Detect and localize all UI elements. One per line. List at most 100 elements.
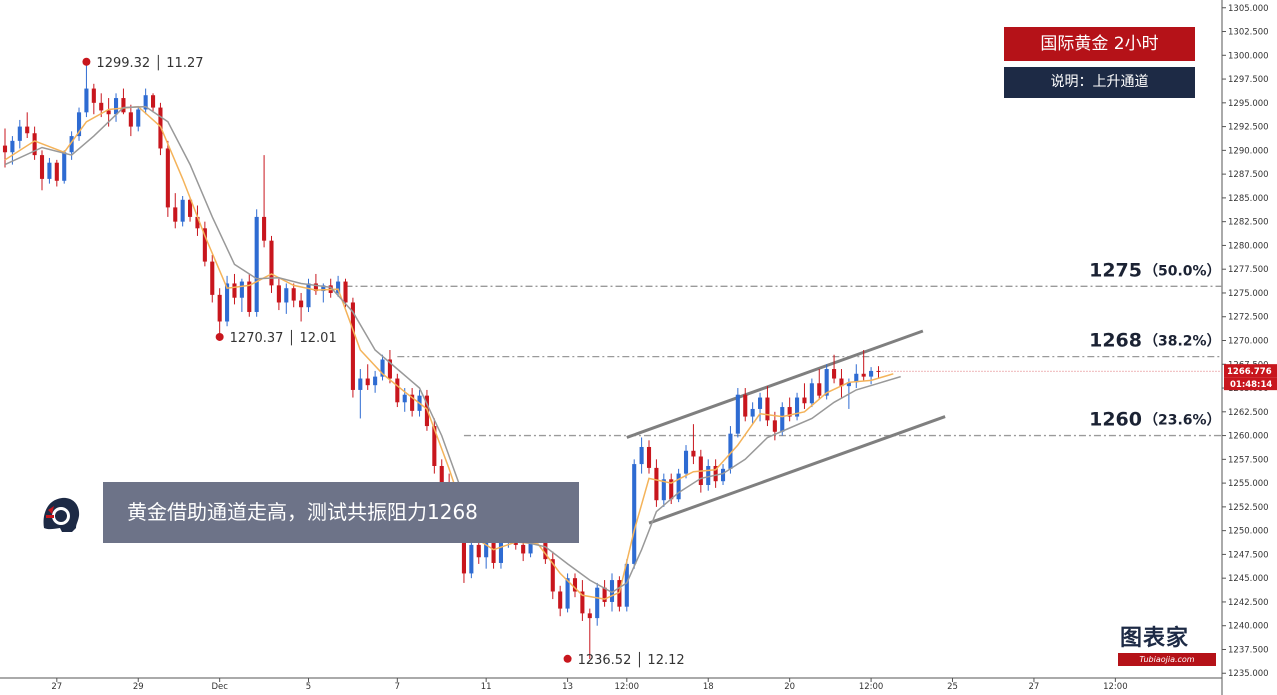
candle-body [669, 479, 674, 500]
candle-body [876, 370, 881, 372]
level-price-label: 1260 [1089, 409, 1142, 431]
candle-body [802, 397, 807, 404]
candle-body [839, 378, 844, 387]
y-tick-label: 1290.000 [1228, 146, 1269, 156]
y-tick-label: 1287.500 [1228, 170, 1269, 180]
candle-body [2, 145, 8, 153]
candle-body [787, 407, 792, 417]
candle-body [639, 446, 644, 465]
candle-body [491, 540, 496, 563]
candle-body [543, 537, 548, 560]
y-tick-label: 1242.500 [1228, 598, 1269, 608]
candle-body [572, 578, 578, 592]
current-price-tag: 1266.776 01:48:14 [882, 364, 1277, 391]
y-tick-label: 1297.500 [1228, 75, 1269, 85]
candle-body [106, 110, 111, 115]
x-tick-label: Dec [211, 682, 228, 692]
candle-body [225, 283, 230, 322]
level-pct-label: （50.0%） [1144, 263, 1221, 279]
candle-body [654, 467, 659, 501]
candle-body [624, 563, 629, 607]
y-tick-label: 1292.500 [1228, 123, 1269, 133]
y-tick-label: 1235.000 [1228, 669, 1269, 679]
candle-body [69, 136, 74, 153]
candle-body [321, 285, 326, 292]
channel-upper-line [626, 329, 924, 439]
level-pct-label: （23.6%） [1144, 413, 1221, 429]
candle-body [758, 397, 763, 409]
candle-body [743, 394, 748, 417]
candle-body [728, 433, 733, 469]
bar-countdown-label: 01:48:14 [1230, 380, 1272, 390]
x-tick-label: 29 [133, 682, 144, 692]
x-tick-label: 27 [1029, 682, 1040, 692]
candle-body [661, 479, 666, 501]
candle-body [76, 112, 82, 137]
candle-body [276, 285, 281, 303]
y-tick-label: 1295.000 [1228, 99, 1269, 109]
candle-body [254, 216, 259, 312]
y-tick-label: 1282.500 [1228, 218, 1269, 228]
candle-body [91, 88, 96, 103]
x-tick-label: 25 [947, 682, 958, 692]
candle-body [269, 240, 274, 286]
candle-body [750, 408, 755, 417]
candle-body [809, 383, 814, 404]
y-tick-label: 1247.500 [1228, 550, 1269, 560]
y-tick-label: 1275.000 [1228, 289, 1269, 299]
y-tick-label: 1240.000 [1228, 622, 1269, 632]
extreme-point-label: 1236.52 │ 12.12 [578, 651, 685, 668]
candle-body [10, 140, 15, 153]
candle-body [846, 382, 851, 387]
candle-body [54, 162, 59, 181]
candle-body [17, 126, 22, 141]
y-tick-label: 1305.000 [1228, 4, 1269, 14]
x-tick-label: 12:00 [615, 682, 640, 692]
candle-body [365, 378, 370, 386]
candle-body [476, 544, 481, 558]
candle-body [439, 465, 444, 486]
extreme-point-marker [563, 654, 572, 663]
candle-body [173, 207, 178, 222]
candle-body [720, 468, 726, 482]
candle-body [550, 559, 555, 592]
candle-body [402, 394, 407, 403]
candle-body [291, 288, 296, 301]
level-pct-label: （38.2%） [1144, 334, 1221, 350]
candle-body [336, 281, 341, 293]
candle-body [869, 370, 874, 377]
candle-body [373, 376, 378, 386]
candle-body [84, 88, 89, 113]
x-tick-label: 27 [51, 682, 62, 692]
candle-body [410, 394, 415, 411]
price-annotations: 1299.32 │ 11.27 1270.37 │ 12.01 1236.52 │ … [82, 54, 685, 668]
brand-logo-url: Tubiaojia.com [1118, 653, 1216, 666]
x-tick-label: 13 [562, 682, 573, 692]
chart-title-box: 国际黄金 2小时 [1004, 27, 1195, 61]
candle-body [461, 532, 466, 574]
candle-body [128, 112, 133, 127]
candle-body [343, 281, 348, 303]
y-tick-label: 1252.500 [1228, 503, 1269, 513]
candle-body [99, 102, 104, 111]
candle-body [232, 283, 237, 298]
candle-body [861, 373, 866, 377]
level-price-label: 1268 [1089, 330, 1142, 352]
y-tick-label: 1260.000 [1228, 432, 1269, 442]
candle-body [39, 155, 45, 179]
y-tick-label: 1250.000 [1228, 527, 1269, 537]
extreme-point-marker [215, 332, 224, 341]
chart-frame [0, 0, 1223, 695]
candle-body [136, 109, 141, 127]
candle-body [676, 473, 681, 500]
candle-body [262, 216, 267, 241]
candle-body [113, 98, 119, 115]
candle-body [595, 587, 600, 619]
candle-body [217, 294, 222, 322]
candle-body [395, 378, 400, 403]
y-tick-label: 1270.000 [1228, 337, 1269, 347]
candle-body [284, 288, 289, 303]
x-tick-label: 18 [703, 682, 714, 692]
y-tick-label: 1255.000 [1228, 479, 1269, 489]
